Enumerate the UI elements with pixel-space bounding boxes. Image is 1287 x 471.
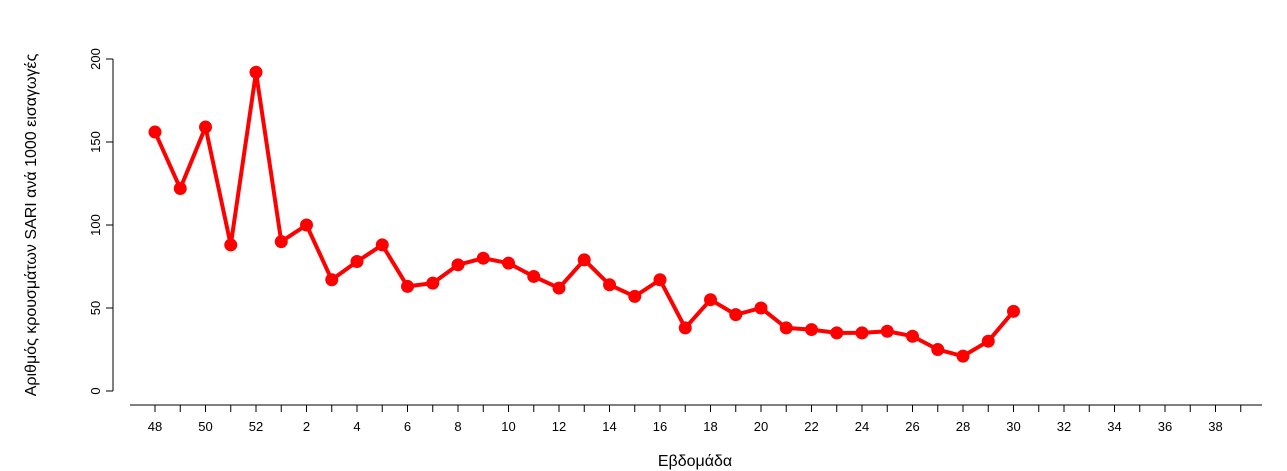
data-point: [880, 324, 894, 338]
y-axis: 0 50 100 150 200: [88, 48, 114, 395]
x-tick-label: 4: [353, 419, 360, 434]
x-tick-label: 10: [501, 419, 515, 434]
data-point: [577, 253, 591, 267]
x-tick-label: 36: [1158, 419, 1172, 434]
x-tick-label: 6: [404, 419, 411, 434]
data-point: [401, 279, 414, 293]
data-point: [274, 235, 288, 249]
y-tick-label: 200: [88, 48, 103, 70]
data-point: [199, 120, 212, 134]
y-tick-label: 150: [88, 131, 103, 153]
data-point: [148, 125, 162, 139]
x-tick-label: 2: [303, 419, 310, 434]
x-tick-label: 16: [653, 419, 667, 434]
data-point: [830, 326, 844, 340]
x-axis-title: Εβδομάδα: [658, 453, 732, 470]
data-point: [906, 329, 919, 343]
y-axis-title: Αριθμός κρουσμάτων SARI ανά 1000 εισαγωγ…: [23, 53, 40, 396]
series-line: [153, 70, 1016, 359]
x-tick-label: 18: [703, 419, 717, 434]
x-tick-label: 12: [552, 419, 566, 434]
x-tick-label: 26: [905, 419, 919, 434]
data-point: [653, 273, 667, 287]
x-tick-label: 14: [602, 419, 616, 434]
x-tick-label: 30: [1006, 419, 1020, 434]
data-point: [325, 273, 339, 287]
x-tick-label: 32: [1057, 419, 1071, 434]
y-tick-label: 100: [88, 214, 103, 236]
data-point: [1007, 304, 1020, 318]
data-point: [931, 343, 945, 356]
data-point: [603, 278, 616, 292]
data-point: [426, 276, 440, 290]
y-tick-label: 0: [88, 387, 103, 394]
data-point: [779, 321, 793, 335]
x-axis: 48 50 52 2 4 6 8 10 12 14 16 18 20 22 24 26 28 30 32 34 36 38: [130, 404, 1262, 434]
x-tick-label: 20: [754, 419, 768, 434]
data-point: [476, 251, 490, 265]
data-point: [704, 293, 717, 307]
x-tick-label: 8: [454, 419, 461, 434]
y-tick-label: 50: [88, 301, 103, 315]
data-point: [552, 281, 566, 295]
data-point: [628, 289, 642, 303]
x-tick-label: 22: [804, 419, 818, 434]
x-tick-label: 38: [1208, 419, 1222, 434]
x-tick-label: 24: [855, 419, 869, 434]
data-point: [678, 321, 692, 335]
data-point: [224, 238, 238, 252]
data-point: [451, 258, 465, 272]
data-point: [527, 269, 541, 283]
data-point: [375, 238, 389, 252]
x-tick-label: 34: [1107, 419, 1121, 434]
data-point: [729, 308, 743, 322]
data-point: [956, 349, 970, 363]
data-point: [249, 65, 263, 79]
x-tick-label: 52: [249, 419, 263, 434]
x-tick-label: 48: [148, 419, 162, 434]
data-point: [981, 334, 995, 348]
x-tick-label: 28: [956, 419, 970, 434]
plot-area: [148, 65, 1020, 363]
data-point: [805, 323, 818, 337]
data-point: [350, 255, 364, 269]
x-tick-label: 50: [198, 419, 212, 434]
data-point: [502, 256, 515, 270]
data-point: [173, 181, 187, 195]
data-point: [855, 326, 869, 340]
data-point: [300, 218, 313, 232]
data-point: [754, 301, 768, 315]
